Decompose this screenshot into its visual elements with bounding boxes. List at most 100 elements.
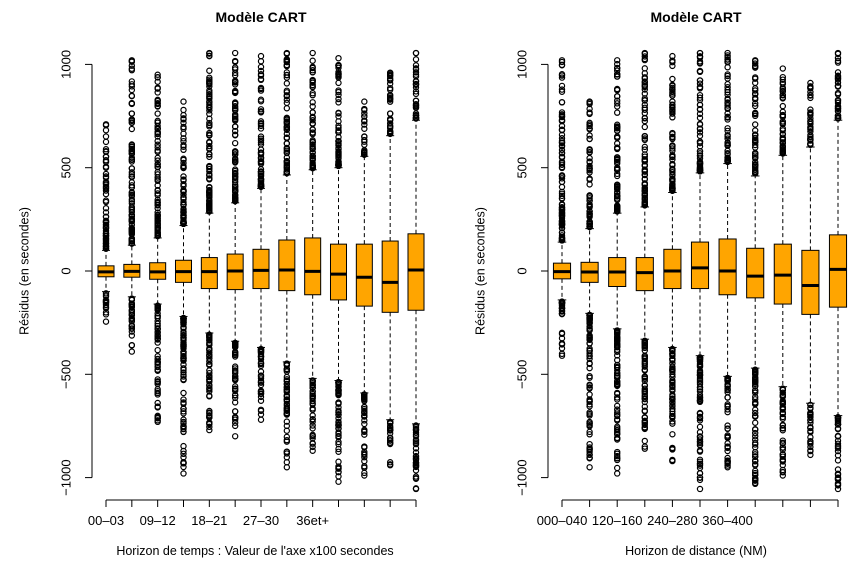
y-tick-label: 1000 xyxy=(59,50,74,79)
y-tick-label: −500 xyxy=(515,360,530,389)
outlier-point xyxy=(233,434,238,439)
outlier-point xyxy=(181,390,186,395)
box-2 xyxy=(124,58,140,355)
outlier-point xyxy=(615,403,620,408)
y-tick-label: −1000 xyxy=(515,459,530,496)
box-iqr xyxy=(382,241,398,312)
outlier-point xyxy=(155,111,160,116)
y-tick-label: 1000 xyxy=(515,50,530,79)
box-8 xyxy=(279,50,295,469)
box-10 xyxy=(330,56,346,485)
outlier-point xyxy=(155,348,160,353)
outlier-point xyxy=(697,486,702,491)
outlier-point xyxy=(181,99,186,104)
box-10 xyxy=(802,80,819,457)
outlier-point xyxy=(780,66,785,71)
x-tick-label: 240–280 xyxy=(647,513,698,528)
box-3 xyxy=(150,72,166,424)
x-axis-label: Horizon de distance (NM) xyxy=(625,544,767,558)
box-iqr xyxy=(691,242,708,288)
outlier-point xyxy=(670,432,675,437)
box-1 xyxy=(98,122,114,325)
outlier-point xyxy=(559,100,564,105)
y-tick-label: 500 xyxy=(59,157,74,179)
outlier-point xyxy=(129,343,134,348)
box-11 xyxy=(356,99,372,478)
right-boxplot-panel: Modèle CART−1000−50005001000Résidus (en … xyxy=(473,9,846,558)
x-tick-label: 18–21 xyxy=(191,513,227,528)
box-6 xyxy=(691,50,708,491)
outlier-point xyxy=(181,107,186,112)
box-7 xyxy=(719,50,736,469)
x-tick-label: 360–400 xyxy=(702,513,753,528)
x-tick-label: 120–160 xyxy=(592,513,643,528)
outlier-point xyxy=(258,54,263,59)
outlier-point xyxy=(615,110,620,115)
outlier-point xyxy=(753,420,758,425)
outlier-point xyxy=(103,319,108,324)
outlier-point xyxy=(753,122,758,127)
outlier-point xyxy=(753,407,758,412)
y-tick-label: 500 xyxy=(515,157,530,179)
x-axis-label: Horizon de temps : Valeur de l'axe x100 … xyxy=(116,544,393,558)
outlier-point xyxy=(780,104,785,109)
box-13 xyxy=(408,50,424,491)
outlier-point xyxy=(310,58,315,63)
box-5 xyxy=(664,54,681,464)
outlier-point xyxy=(362,421,367,426)
outlier-point xyxy=(670,115,675,120)
x-tick-label: 27–30 xyxy=(243,513,279,528)
y-axis-label: Résidus (en secondes) xyxy=(17,207,31,335)
outlier-point xyxy=(559,179,564,184)
outlier-point xyxy=(587,136,592,141)
outlier-point xyxy=(362,99,367,104)
outlier-point xyxy=(310,50,315,55)
outlier-point xyxy=(587,465,592,470)
outlier-point xyxy=(207,68,212,73)
x-tick-label: 36et+ xyxy=(296,513,329,528)
outlier-point xyxy=(336,80,341,85)
outlier-point xyxy=(413,57,418,62)
outlier-point xyxy=(780,473,785,478)
box-8 xyxy=(747,58,764,487)
box-iqr xyxy=(829,235,846,307)
y-tick-label: −500 xyxy=(59,360,74,389)
outlier-point xyxy=(103,192,108,197)
outlier-point xyxy=(129,111,134,116)
x-tick-label: 00–03 xyxy=(88,513,124,528)
box-4 xyxy=(636,50,653,451)
outlier-point xyxy=(670,76,675,81)
y-tick-label: 0 xyxy=(59,267,74,274)
box-5 xyxy=(201,50,217,432)
box-1 xyxy=(553,58,570,359)
outlier-point xyxy=(336,56,341,61)
outlier-point xyxy=(725,65,730,70)
outlier-point xyxy=(103,134,108,139)
outlier-point xyxy=(615,471,620,476)
box-iqr xyxy=(719,239,736,295)
box-iqr xyxy=(747,248,764,298)
box-iqr xyxy=(305,238,321,295)
outlier-point xyxy=(559,83,564,88)
box-iqr xyxy=(279,240,295,291)
outlier-point xyxy=(725,395,730,400)
outlier-point xyxy=(233,409,238,414)
outlier-point xyxy=(207,427,212,432)
outlier-point xyxy=(103,128,108,133)
box-iqr xyxy=(356,244,372,306)
outlier-point xyxy=(129,349,134,354)
box-3 xyxy=(609,58,626,476)
chart-title: Modèle CART xyxy=(651,9,742,25)
box-iqr xyxy=(664,249,681,288)
outlier-point xyxy=(233,141,238,146)
box-9 xyxy=(774,66,791,478)
x-tick-label: 000–040 xyxy=(537,513,588,528)
chart-title: Modèle CART xyxy=(216,9,307,25)
outlier-point xyxy=(615,465,620,470)
outlier-point xyxy=(697,424,702,429)
box-12 xyxy=(382,70,398,468)
outlier-point xyxy=(336,479,341,484)
outlier-point xyxy=(181,471,186,476)
box-6 xyxy=(227,50,243,438)
